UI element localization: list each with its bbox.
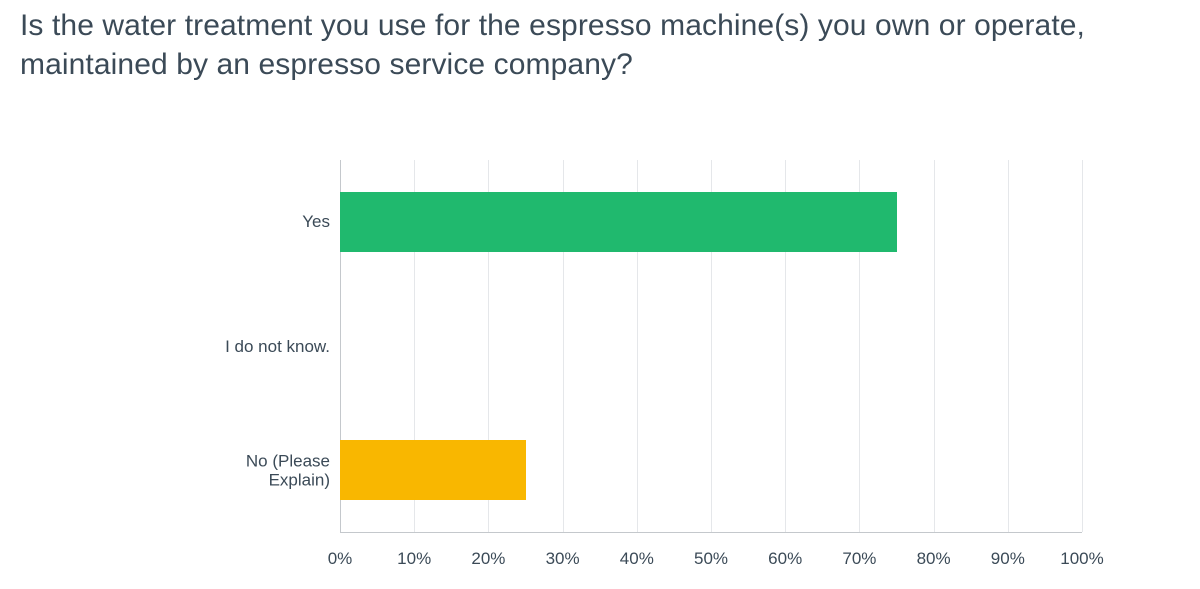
y-tick-label: No (Please Explain) bbox=[180, 451, 330, 490]
x-tick-label: 20% bbox=[471, 549, 505, 569]
x-tick-label: 0% bbox=[328, 549, 353, 569]
gridline bbox=[934, 160, 935, 532]
x-tick-label: 30% bbox=[546, 549, 580, 569]
x-axis-labels: 0%10%20%30%40%50%60%70%80%90%100% bbox=[340, 541, 1082, 573]
x-tick-label: 100% bbox=[1060, 549, 1103, 569]
bar-chart: 0% 10% 20% 30% 40% 50% 60% 70% 80% 90% 100% Yes I d… bbox=[180, 160, 1100, 573]
x-tick-label: 70% bbox=[842, 549, 876, 569]
x-tick-label: 80% bbox=[917, 549, 951, 569]
y-tick-label: I do not know. bbox=[180, 337, 330, 357]
bar bbox=[340, 440, 526, 500]
y-tick-label: Yes bbox=[180, 212, 330, 232]
gridline bbox=[1082, 160, 1083, 532]
x-tick-label: 10% bbox=[397, 549, 431, 569]
x-tick-label: 40% bbox=[620, 549, 654, 569]
y-axis-labels: Yes I do not know. No (Please Explain) bbox=[180, 160, 330, 533]
bar bbox=[340, 192, 897, 252]
gridline bbox=[1008, 160, 1009, 532]
page: Is the water treatment you use for the e… bbox=[0, 0, 1200, 589]
x-tick-label: 50% bbox=[694, 549, 728, 569]
x-tick-label: 60% bbox=[768, 549, 802, 569]
chart-title: Is the water treatment you use for the e… bbox=[20, 6, 1180, 84]
plot-area bbox=[340, 160, 1082, 533]
x-tick-label: 90% bbox=[991, 549, 1025, 569]
